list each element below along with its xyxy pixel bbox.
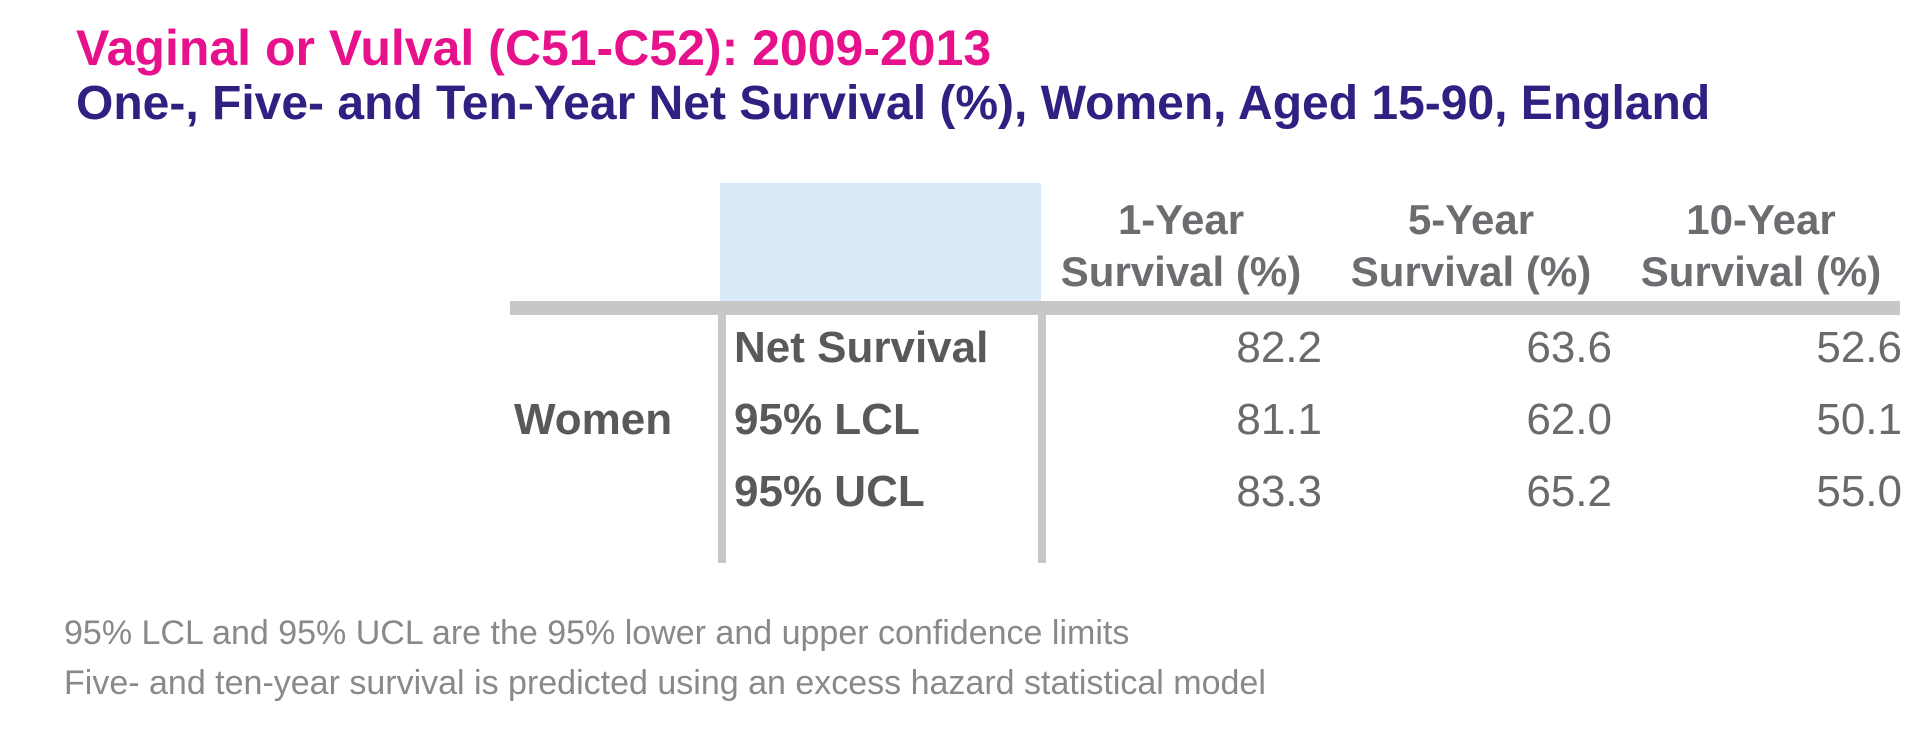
cell-value: 81.1	[1236, 395, 1322, 444]
column-header-line2: Survival (%)	[1350, 248, 1592, 295]
cell-value: 82.2	[1236, 323, 1322, 372]
cell-value: 50.1	[1816, 395, 1902, 444]
column-header-line1: 1-Year	[1117, 196, 1245, 243]
header-rule	[510, 301, 1900, 315]
cell-value: 55.0	[1816, 467, 1902, 516]
cell-value: 83.3	[1236, 467, 1322, 516]
column-header-line2: Survival (%)	[1060, 248, 1302, 295]
row-label-95-ucl: 95% UCL	[734, 467, 925, 516]
row-label-net-survival: Net Survival	[734, 323, 989, 372]
column-header-10-year: 10-Year Survival (%)	[1620, 194, 1902, 298]
row-label-divider-left	[718, 315, 726, 563]
footnote-line: 95% LCL and 95% UCL are the 95% lower an…	[64, 614, 1130, 652]
footnote-line: Five- and ten-year survival is predicted…	[64, 664, 1266, 702]
row-label-95-lcl: 95% LCL	[734, 395, 920, 444]
column-header-line1: 10-Year	[1686, 196, 1836, 243]
column-header-line1: 5-Year	[1407, 196, 1535, 243]
cell-value: 63.6	[1526, 323, 1612, 372]
column-header-5-year: 5-Year Survival (%)	[1330, 194, 1612, 298]
cell-value: 52.6	[1816, 323, 1902, 372]
row-label-divider-right	[1038, 315, 1046, 563]
page-subtitle: One-, Five- and Ten-Year Net Survival (%…	[76, 77, 1711, 130]
column-header-1-year: 1-Year Survival (%)	[1040, 194, 1322, 298]
group-label-women: Women	[514, 395, 673, 444]
column-header-line2: Survival (%)	[1640, 248, 1882, 295]
corner-highlight-cell	[720, 183, 1041, 301]
cell-value: 62.0	[1526, 395, 1612, 444]
page-title: Vaginal or Vulval (C51-C52): 2009-2013	[76, 20, 992, 76]
cell-value: 65.2	[1526, 467, 1612, 516]
